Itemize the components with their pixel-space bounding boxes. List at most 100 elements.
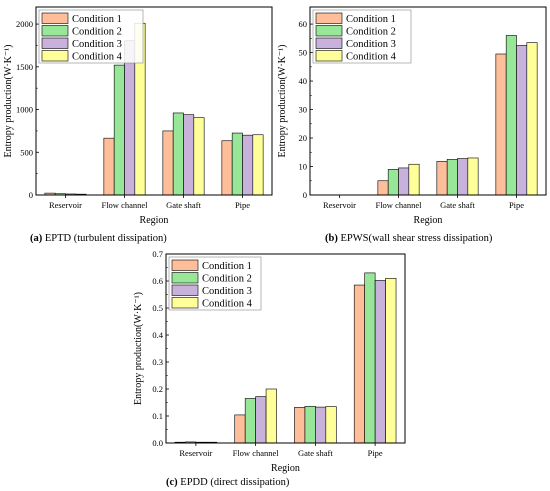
bar-a-s3-c3 xyxy=(183,114,195,196)
bar-a-s4-c3 xyxy=(193,117,205,196)
legend-label: Condition 4 xyxy=(72,52,123,63)
caption-text: EPTD (turbulent dissipation) xyxy=(42,233,167,244)
bar-a-s1-c3 xyxy=(162,130,174,196)
y-axis-title: Entropy production(W·K⁻¹) xyxy=(3,45,14,158)
chart-c: 0.0 0.1 0.2 0.3 0.4 0.5 0.6 0.7 Reservoir Flow ch… xyxy=(133,249,406,488)
bar-c-s2-c3 xyxy=(304,405,316,444)
bar-a-s1-c2 xyxy=(103,137,115,196)
legend-label: Condition 2 xyxy=(202,274,252,285)
bar-c-s1-c4 xyxy=(353,284,365,444)
y-tick-label: 1500 xyxy=(16,62,33,72)
y-tick-label: 1000 xyxy=(16,105,33,115)
legend-label: Condition 4 xyxy=(202,299,253,310)
bar-c-s4-c4 xyxy=(385,277,397,444)
caption-label: (c) xyxy=(166,477,178,488)
legend-swatch xyxy=(315,37,343,49)
y-tick-label: 0.1 xyxy=(152,411,163,421)
plot-frame xyxy=(35,6,273,196)
bar-c-s3-c3 xyxy=(315,406,327,444)
legend-label: Condition 1 xyxy=(346,14,396,25)
y-axis-title: Entropy production(W·K⁻¹) xyxy=(277,45,288,158)
panel-caption: (b) EPWS(wall shear stress dissipation) xyxy=(325,233,493,244)
legend-label: Condition 3 xyxy=(72,39,122,50)
bar-b-s3-c3 xyxy=(457,158,469,196)
y-tick-label: 0.0 xyxy=(152,438,163,448)
y-tick-label: 0.6 xyxy=(152,276,163,286)
bar-c-s3-c4 xyxy=(374,280,386,444)
x-tick-label: Reservoir xyxy=(179,448,212,458)
y-tick-label: 500 xyxy=(20,147,33,157)
bar-b-s2-c4 xyxy=(505,35,517,196)
y-axis-title: Entropy production(W·K⁻¹) xyxy=(133,292,144,405)
x-tick-label: Pipe xyxy=(368,448,383,458)
bar-c-s4-c3 xyxy=(325,406,337,444)
legend-label: Condition 4 xyxy=(346,52,397,63)
x-tick-label: Reservoir xyxy=(49,200,82,210)
bar-a-s2-c4 xyxy=(231,132,243,196)
panel-caption: (a) EPTD (turbulent dissipation) xyxy=(30,233,167,244)
bar-b-s1-c4 xyxy=(495,53,507,196)
legend-swatch xyxy=(315,50,343,62)
x-axis-title: Region xyxy=(271,463,300,474)
bar-b-s2-c3 xyxy=(446,159,458,196)
x-tick-label: Pipe xyxy=(509,200,524,210)
caption-label: (b) xyxy=(325,233,338,244)
y-tick-label: 0.7 xyxy=(152,249,163,259)
bar-c-s2-c2 xyxy=(244,398,256,444)
chart-b: 0 10 20 30 40 50 60 Reservoir Flow channel Gate s… xyxy=(277,6,547,244)
y-tick-label: 0 xyxy=(303,190,307,200)
legend-swatch xyxy=(41,37,69,49)
legend-swatch xyxy=(41,12,69,24)
x-tick-label: Pipe xyxy=(235,200,250,210)
x-tick-label: Gate shaft xyxy=(298,448,333,458)
legend-label: Condition 1 xyxy=(202,261,252,272)
y-tick-label: 30 xyxy=(299,105,308,115)
legend-swatch xyxy=(171,272,199,284)
bar-b-s1-c2 xyxy=(377,180,389,196)
legend-swatch xyxy=(171,259,199,271)
legend-swatch xyxy=(315,12,343,24)
bar-a-s3-c2 xyxy=(124,40,136,196)
y-tick-label: 2000 xyxy=(16,19,33,29)
bar-b-s4-c3 xyxy=(467,157,479,196)
bar-c-s1-c3 xyxy=(294,407,306,444)
x-tick-label: Reservoir xyxy=(323,200,356,210)
legend-label: Condition 2 xyxy=(72,27,122,38)
x-tick-label: Flow channel xyxy=(375,200,422,210)
bar-b-s4-c2 xyxy=(408,163,420,196)
legend-swatch xyxy=(41,25,69,37)
bar-a-s2-c3 xyxy=(172,112,184,196)
x-axis-title: Region xyxy=(414,215,443,226)
y-tick-label: 50 xyxy=(299,48,308,58)
bar-a-s4-c4 xyxy=(252,134,264,196)
legend-label: Condition 2 xyxy=(346,27,396,38)
bar-a-s2-c2 xyxy=(113,64,125,196)
x-tick-label: Flow channel xyxy=(101,200,148,210)
bar-c-s4-c2 xyxy=(265,388,277,444)
legend-label: Condition 1 xyxy=(72,14,122,25)
bar-c-s1-c2 xyxy=(234,414,246,444)
y-tick-label: 0.4 xyxy=(152,330,163,340)
y-tick-label: 0.3 xyxy=(152,357,163,367)
y-tick-label: 0 xyxy=(29,190,33,200)
bar-a-s1-c4 xyxy=(221,140,233,196)
legend-swatch xyxy=(171,284,199,296)
panel-caption: (c) EPDD (direct dissipation) xyxy=(166,477,290,488)
y-tick-label: 10 xyxy=(299,162,308,172)
x-tick-label: Flow channel xyxy=(233,448,280,458)
bar-b-s2-c2 xyxy=(387,169,399,196)
plot-frame xyxy=(309,6,547,196)
bar-a-s3-c4 xyxy=(242,134,254,196)
legend-swatch xyxy=(41,50,69,62)
y-tick-label: 40 xyxy=(299,76,308,86)
chart-a: 0 500 1000 1500 2000 Reservoir Flow channel Gat… xyxy=(3,6,273,244)
caption-text: EPWS(wall shear stress dissipation) xyxy=(338,233,493,244)
bar-b-s3-c4 xyxy=(516,45,528,196)
caption-text: EPDD (direct dissipation) xyxy=(178,477,290,488)
bar-b-s4-c4 xyxy=(526,42,538,196)
y-tick-label: 60 xyxy=(299,19,308,29)
legend-label: Condition 3 xyxy=(346,39,396,50)
